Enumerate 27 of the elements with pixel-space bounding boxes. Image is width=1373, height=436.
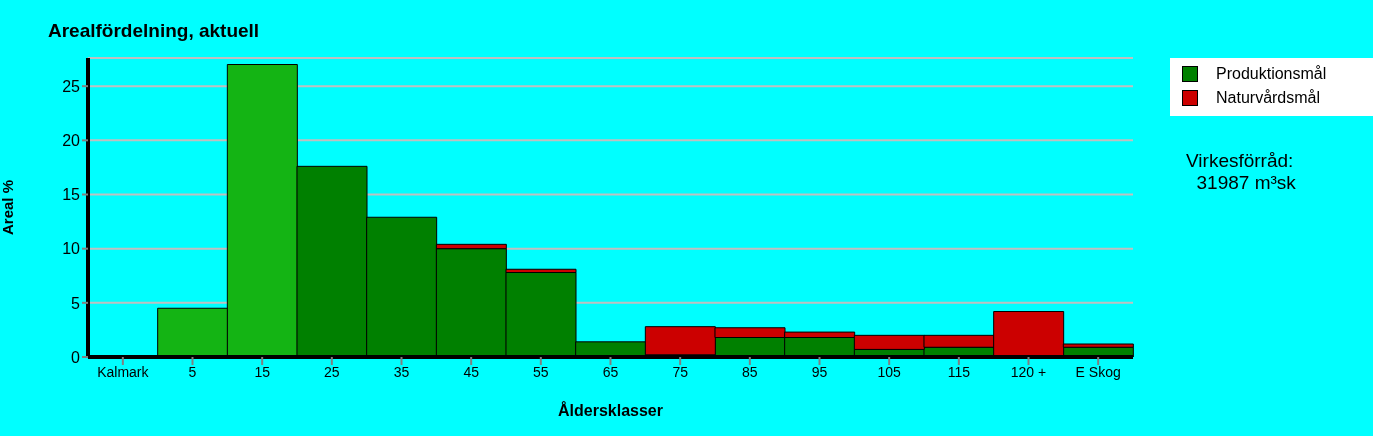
y-tick-label: 20 <box>62 132 81 150</box>
x-tick-label: E Skog <box>1075 363 1121 380</box>
x-tick-label: 65 <box>602 363 619 380</box>
x-tick-label: 120 + <box>1010 363 1047 380</box>
x-tick-label: Kalmark <box>97 363 150 380</box>
x-axis-title: Åldersklasser <box>557 402 664 420</box>
y-tick-label: 5 <box>71 294 81 312</box>
legend-label: Naturvårdsmål <box>1216 89 1321 107</box>
chart-title: Arealfördelning, aktuell <box>48 20 260 42</box>
x-tick-label: 25 <box>324 363 340 380</box>
y-tick-label: 10 <box>62 240 81 258</box>
text: Virkesförråd: 31987 m³sk <box>1186 150 1296 194</box>
x-tick-label: 5 <box>188 363 197 380</box>
x-tick-label: 55 <box>533 363 549 380</box>
x-tick-label: 75 <box>672 363 689 380</box>
legend-label: Produktionsmål <box>1216 65 1327 83</box>
x-tick-label: 45 <box>463 363 480 380</box>
x-tick-label: 95 <box>811 363 828 380</box>
x-tick-label: 105 <box>877 363 902 380</box>
x-tick-label: 35 <box>393 363 410 380</box>
x-tick-label: 15 <box>254 363 271 380</box>
y-tick-label: 25 <box>62 77 81 95</box>
y-axis-title: Areal % <box>0 179 17 236</box>
y-tick-label: 15 <box>62 186 81 204</box>
y-tick-label: 0 <box>71 348 81 366</box>
x-tick-label: 115 <box>947 363 971 380</box>
x-tick-label: 85 <box>742 363 758 380</box>
